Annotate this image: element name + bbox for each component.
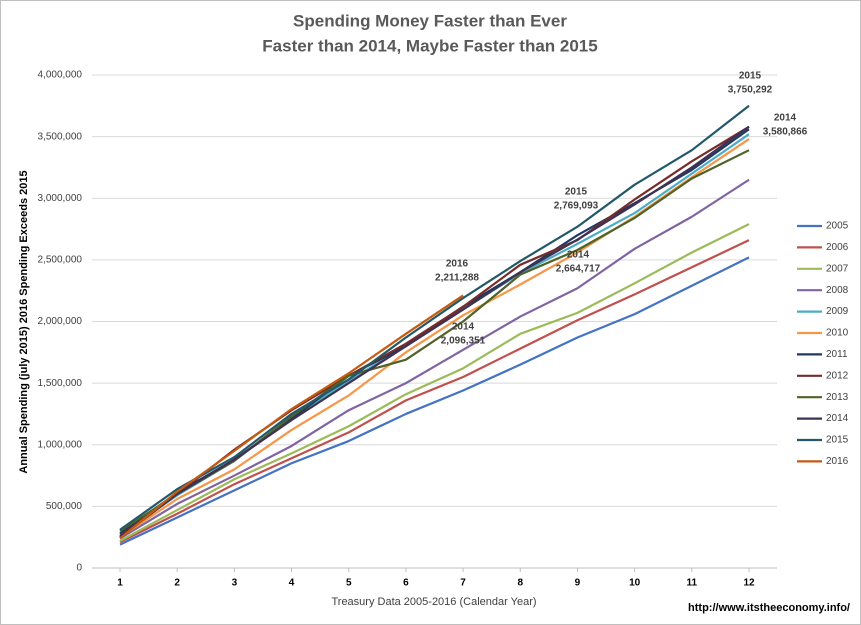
- series-line: [119, 223, 750, 542]
- y-tick-label: 4,000,000: [38, 70, 83, 81]
- y-tick-label: 3,500,000: [38, 131, 83, 142]
- annotation: 2014: [774, 113, 797, 124]
- annotation: 3,750,292: [728, 85, 773, 96]
- chart-subtitle: Faster than 2014, Maybe Faster than 2015: [262, 36, 597, 55]
- annotation: 2015: [739, 71, 762, 82]
- annotation: 2,096,351: [441, 336, 486, 347]
- legend-label: 2013: [826, 392, 849, 403]
- legend-label: 2005: [826, 221, 849, 232]
- y-tick-label: 0: [76, 563, 82, 574]
- legend-label: 2015: [826, 435, 849, 446]
- x-tick-label: 11: [687, 578, 698, 589]
- x-tick-label: 10: [629, 578, 641, 589]
- x-tick-label: 4: [289, 578, 295, 589]
- legend-label: 2011: [826, 349, 848, 360]
- annotation: 2014: [567, 250, 590, 261]
- y-tick-label: 500,000: [46, 501, 83, 512]
- annotation: 2014: [452, 322, 475, 333]
- series-line: [119, 256, 750, 546]
- y-tick-label: 1,000,000: [38, 439, 83, 450]
- legend-label: 2012: [826, 370, 849, 381]
- x-tick-label: 12: [743, 578, 755, 589]
- annotation: 2,211,288: [435, 273, 479, 284]
- annotation: 3,580,866: [763, 127, 808, 138]
- x-tick-label: 3: [232, 578, 238, 589]
- legend-label: 2006: [826, 242, 849, 253]
- x-tick-label: 8: [517, 578, 523, 589]
- x-axis-title: Treasury Data 2005-2016 (Calendar Year): [331, 596, 536, 608]
- series-line: [119, 239, 750, 544]
- x-tick-label: 2: [174, 578, 180, 589]
- series-line: [119, 104, 750, 531]
- y-axis-title: Annual Spending (july 2015) 2016 Spendin…: [18, 170, 30, 473]
- legend-label: 2014: [826, 413, 849, 424]
- source: http://www.itstheeconomy.info/: [688, 602, 850, 614]
- legend-label: 2008: [826, 285, 849, 296]
- y-tick-label: 2,500,000: [38, 255, 83, 266]
- chart-title: Spending Money Faster than Ever: [293, 11, 567, 30]
- legend-label: 2009: [826, 306, 849, 317]
- annotation: 2015: [565, 187, 588, 198]
- annotation: 2016: [446, 259, 469, 270]
- annotation: 2,769,093: [554, 201, 599, 212]
- x-tick-label: 7: [460, 578, 466, 589]
- y-tick-label: 2,000,000: [38, 316, 83, 327]
- series-line: [119, 125, 750, 539]
- x-tick-label: 6: [403, 578, 409, 589]
- annotation: 2,664,717: [556, 264, 601, 275]
- series-line: [119, 178, 750, 540]
- x-tick-label: 9: [575, 578, 581, 589]
- legend-label: 2010: [826, 328, 849, 339]
- x-tick-label: 1: [117, 578, 123, 589]
- series-line: [119, 294, 464, 540]
- y-tick-label: 1,500,000: [38, 378, 83, 389]
- legend-label: 2016: [826, 456, 849, 467]
- legend-label: 2007: [826, 263, 849, 274]
- y-tick-label: 3,000,000: [38, 193, 83, 204]
- x-tick-label: 5: [346, 578, 352, 589]
